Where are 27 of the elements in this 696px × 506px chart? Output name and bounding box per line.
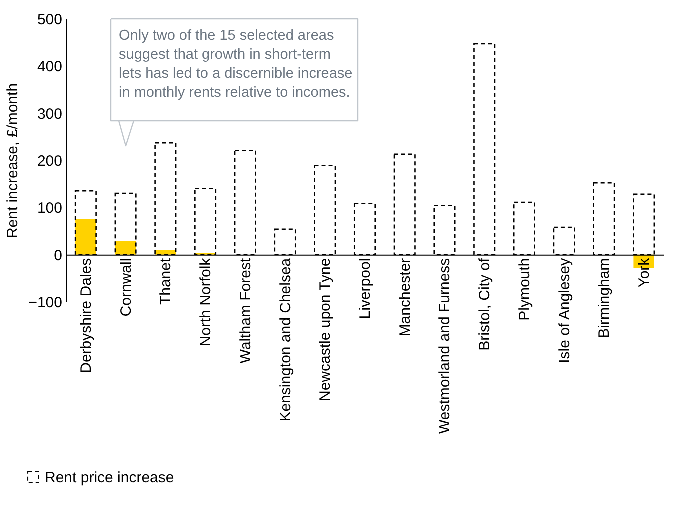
x-tick-label: Thanet — [158, 258, 175, 306]
y-tick-label: 0 — [54, 247, 62, 264]
x-tick-label: Kensington and Chelsea — [277, 258, 294, 422]
y-axis-title: Rent increase, £/month — [4, 83, 22, 239]
y-tick-label: 400 — [37, 58, 62, 76]
x-tick-label: Waltham Forest — [237, 258, 254, 364]
x-tick-label: Westmorland and Furness — [436, 258, 454, 434]
y-tick-label: 300 — [37, 106, 62, 123]
legend-label: Rent price increase — [45, 470, 174, 486]
x-tick-label: Derbyshire Dales — [78, 258, 95, 374]
x-tick-label: Bristol, City of — [476, 258, 494, 351]
x-tick-label: Newcastle upon Tyne — [317, 258, 334, 402]
y-tick-label: 500 — [37, 12, 62, 28]
x-tick-label: Plymouth — [516, 258, 534, 321]
x-tick-label: Liverpool — [357, 258, 374, 320]
bar — [76, 218, 96, 255]
x-tick-label: Manchester — [396, 258, 414, 337]
bar — [115, 241, 136, 255]
x-tick-label: Isle of Anglesey — [556, 258, 574, 364]
annotation: Only two of the 15 selected areas suggest that growth in short-term lets has led to a discernible increase in monthly rents relative to incomes. — [119, 28, 353, 101]
x-tick-label: Birmingham — [596, 258, 614, 338]
x-tick-label: North Norfolk — [198, 258, 215, 347]
y-tick-label: 200 — [37, 153, 62, 170]
x-tick-label: York — [636, 258, 654, 288]
y-tick-label: 100 — [37, 200, 62, 218]
x-tick-label: Cornwall — [118, 258, 135, 317]
y-tick-label: −100 — [28, 294, 62, 312]
